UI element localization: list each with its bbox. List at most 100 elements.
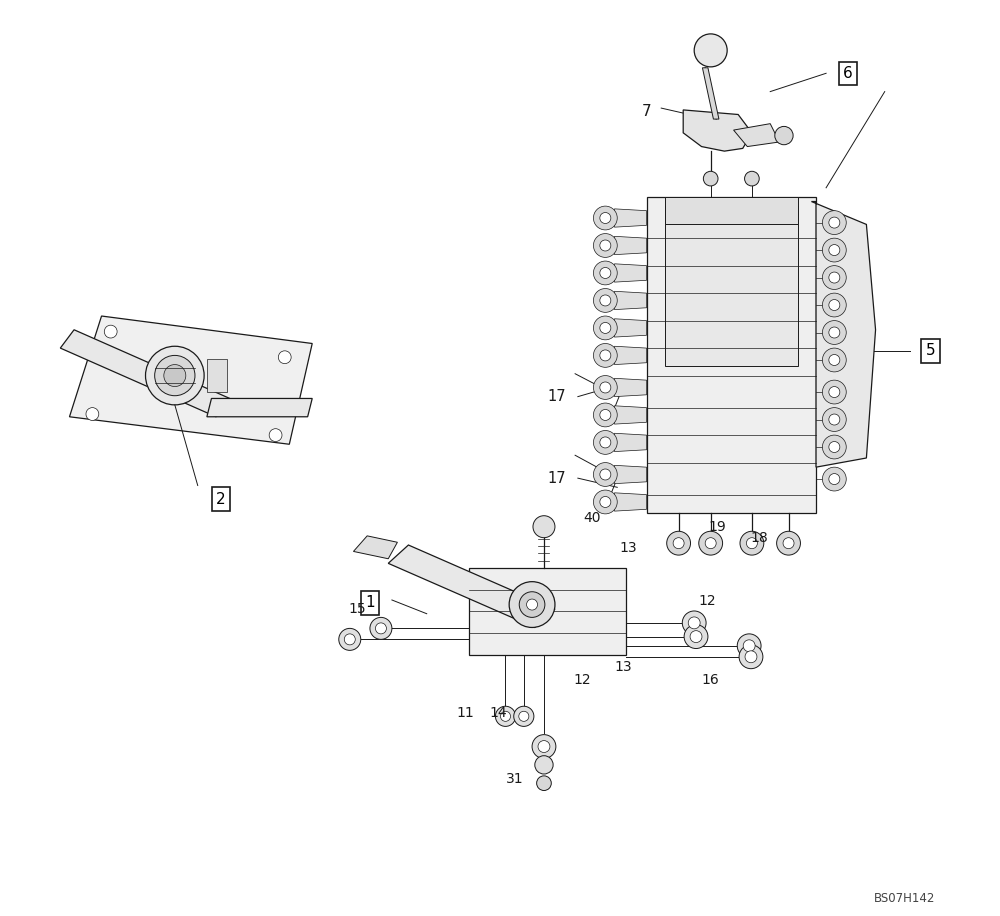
Circle shape [684, 625, 708, 649]
Circle shape [600, 267, 611, 278]
Circle shape [600, 437, 611, 448]
Polygon shape [614, 264, 647, 282]
Circle shape [164, 365, 186, 387]
Circle shape [600, 382, 611, 393]
Circle shape [600, 322, 611, 333]
Bar [647, 197, 816, 513]
Circle shape [600, 213, 611, 224]
Polygon shape [614, 319, 647, 337]
Circle shape [743, 640, 755, 652]
Circle shape [593, 490, 617, 514]
Circle shape [104, 325, 117, 338]
Circle shape [822, 293, 846, 317]
Circle shape [600, 469, 611, 480]
Polygon shape [614, 209, 647, 227]
Circle shape [593, 261, 617, 285]
Polygon shape [388, 545, 555, 627]
Text: 5: 5 [926, 344, 935, 358]
Circle shape [746, 538, 757, 549]
Polygon shape [811, 202, 876, 467]
Circle shape [146, 346, 204, 405]
Circle shape [688, 617, 700, 628]
Circle shape [339, 628, 361, 650]
Polygon shape [614, 236, 647, 255]
Text: 17: 17 [547, 389, 566, 404]
Circle shape [829, 354, 840, 365]
Circle shape [829, 327, 840, 338]
Circle shape [155, 355, 195, 396]
Circle shape [500, 711, 511, 722]
Circle shape [822, 380, 846, 404]
Text: 13: 13 [619, 540, 637, 555]
Circle shape [822, 408, 846, 431]
Polygon shape [614, 346, 647, 365]
Text: 1: 1 [365, 595, 375, 610]
Circle shape [509, 582, 555, 627]
Circle shape [682, 611, 706, 635]
Circle shape [829, 387, 840, 398]
Bar [665, 197, 798, 224]
Circle shape [600, 295, 611, 306]
Polygon shape [683, 110, 752, 151]
Text: 12: 12 [698, 594, 716, 608]
Circle shape [370, 617, 392, 639]
Circle shape [527, 599, 538, 610]
Circle shape [667, 531, 691, 555]
Circle shape [593, 344, 617, 367]
Text: 12: 12 [574, 672, 591, 687]
Circle shape [829, 300, 840, 311]
Polygon shape [353, 536, 397, 559]
Text: 40: 40 [583, 510, 600, 525]
Circle shape [600, 240, 611, 251]
Circle shape [600, 350, 611, 361]
Circle shape [593, 316, 617, 340]
Circle shape [777, 531, 800, 555]
Text: 7: 7 [642, 104, 651, 119]
Circle shape [822, 211, 846, 234]
Polygon shape [69, 316, 312, 444]
Polygon shape [614, 291, 647, 310]
Text: 17: 17 [547, 471, 566, 485]
Circle shape [278, 351, 291, 364]
Polygon shape [614, 465, 647, 484]
Circle shape [673, 538, 684, 549]
Bar [469, 568, 626, 655]
Bar [665, 206, 798, 366]
Text: 15: 15 [348, 602, 366, 616]
Polygon shape [614, 378, 647, 397]
Circle shape [537, 776, 551, 791]
Polygon shape [207, 398, 312, 417]
Text: BS07H142: BS07H142 [874, 892, 935, 905]
Circle shape [822, 467, 846, 491]
Circle shape [593, 206, 617, 230]
Polygon shape [734, 124, 779, 147]
Text: 19: 19 [708, 519, 726, 534]
Polygon shape [60, 330, 230, 417]
Polygon shape [614, 493, 647, 511]
Polygon shape [702, 68, 719, 119]
Text: 18: 18 [750, 530, 768, 545]
Circle shape [593, 431, 617, 454]
Circle shape [739, 645, 763, 669]
Circle shape [593, 463, 617, 486]
Circle shape [703, 171, 718, 186]
Circle shape [600, 409, 611, 420]
Circle shape [593, 376, 617, 399]
Circle shape [519, 711, 529, 722]
Polygon shape [614, 406, 647, 424]
Circle shape [532, 735, 556, 758]
Circle shape [740, 531, 764, 555]
Text: 16: 16 [702, 672, 720, 687]
Circle shape [535, 756, 553, 774]
Circle shape [829, 245, 840, 256]
Text: 14: 14 [489, 705, 507, 720]
Circle shape [829, 272, 840, 283]
Circle shape [86, 408, 99, 420]
Circle shape [600, 496, 611, 507]
Text: 11: 11 [456, 705, 474, 720]
Circle shape [514, 706, 534, 726]
Circle shape [822, 435, 846, 459]
Circle shape [694, 34, 727, 67]
Circle shape [344, 634, 355, 645]
Circle shape [829, 217, 840, 228]
